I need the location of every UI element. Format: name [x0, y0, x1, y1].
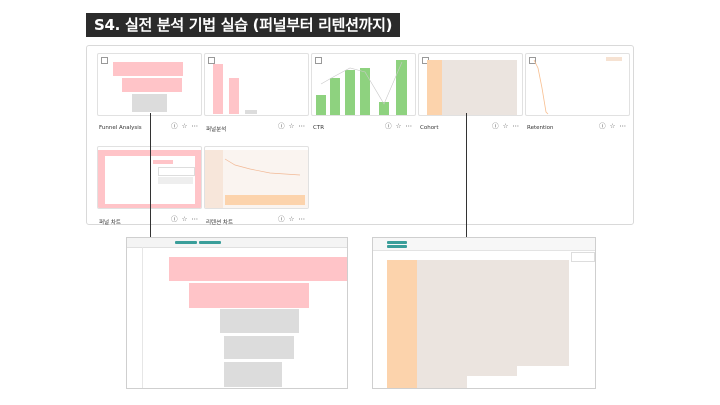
star-icon[interactable]: ☆: [181, 123, 188, 130]
info-icon[interactable]: ⓘ: [171, 123, 178, 130]
card-label: 리텐션 차트: [206, 220, 234, 226]
more-icon[interactable]: ⋯: [512, 123, 520, 130]
info-icon[interactable]: ⓘ: [492, 123, 499, 130]
star-icon[interactable]: ☆: [181, 216, 188, 223]
card-label: 퍼널 차트: [99, 220, 121, 226]
more-icon[interactable]: ⋯: [191, 216, 199, 223]
more-icon[interactable]: ⋯: [405, 123, 413, 130]
info-icon[interactable]: ⓘ: [171, 216, 178, 223]
retention-thumbnail[interactable]: [525, 53, 630, 116]
cohort-thumbnail[interactable]: [418, 53, 523, 116]
select-checkbox[interactable]: [529, 57, 536, 64]
funnel-bar-thumbnail[interactable]: [204, 53, 309, 116]
card-cohort[interactable]: Cohort ⓘ ☆ ⋯: [418, 53, 523, 137]
retention-chart-thumbnail[interactable]: [204, 146, 309, 209]
card-label: Retention: [527, 125, 554, 131]
dashboard-panel: Funnel Analysis ⓘ ☆ ⋯ 퍼널분석 ⓘ ☆ ⋯: [86, 45, 634, 226]
card-label: Cohort: [420, 125, 439, 131]
funnel-chart-thumbnail[interactable]: [97, 146, 202, 209]
select-checkbox[interactable]: [101, 57, 108, 64]
card-label: CTR: [313, 125, 325, 131]
info-icon[interactable]: ⓘ: [278, 216, 285, 223]
more-icon[interactable]: ⋯: [298, 123, 306, 130]
select-checkbox[interactable]: [315, 57, 322, 64]
info-icon[interactable]: ⓘ: [385, 123, 392, 130]
star-icon[interactable]: ☆: [288, 123, 295, 130]
star-icon[interactable]: ☆: [288, 216, 295, 223]
select-checkbox[interactable]: [208, 57, 215, 64]
card-retention-chart[interactable]: 리텐션 차트 ⓘ ☆ ⋯: [204, 146, 309, 230]
star-icon[interactable]: ☆: [395, 123, 402, 130]
funnel-detail-screenshot: [126, 237, 348, 389]
ctr-thumbnail[interactable]: [311, 53, 416, 116]
cohort-detail-screenshot: [372, 237, 596, 389]
star-icon[interactable]: ☆: [502, 123, 509, 130]
arrow-to-cohort: [466, 113, 467, 243]
star-icon[interactable]: ☆: [609, 123, 616, 130]
more-icon[interactable]: ⋯: [298, 216, 306, 223]
card-funnel-chart[interactable]: 퍼널 차트 ⓘ ☆ ⋯: [97, 146, 202, 230]
card-funnel-analysis[interactable]: Funnel Analysis ⓘ ☆ ⋯: [97, 53, 202, 137]
card-label: Funnel Analysis: [99, 125, 142, 131]
card-ctr[interactable]: CTR ⓘ ☆ ⋯: [311, 53, 416, 137]
card-funnel-bar[interactable]: 퍼널분석 ⓘ ☆ ⋯: [204, 53, 309, 137]
funnel-thumbnail[interactable]: [97, 53, 202, 116]
card-label: 퍼널분석: [206, 127, 227, 133]
more-icon[interactable]: ⋯: [619, 123, 627, 130]
card-retention[interactable]: Retention ⓘ ☆ ⋯: [525, 53, 630, 137]
info-icon[interactable]: ⓘ: [278, 123, 285, 130]
arrow-to-funnel: [150, 113, 151, 243]
info-icon[interactable]: ⓘ: [599, 123, 606, 130]
more-icon[interactable]: ⋯: [191, 123, 199, 130]
slide-title: S4. 실전 분석 기법 실습 (퍼널부터 리텐션까지): [86, 13, 401, 37]
